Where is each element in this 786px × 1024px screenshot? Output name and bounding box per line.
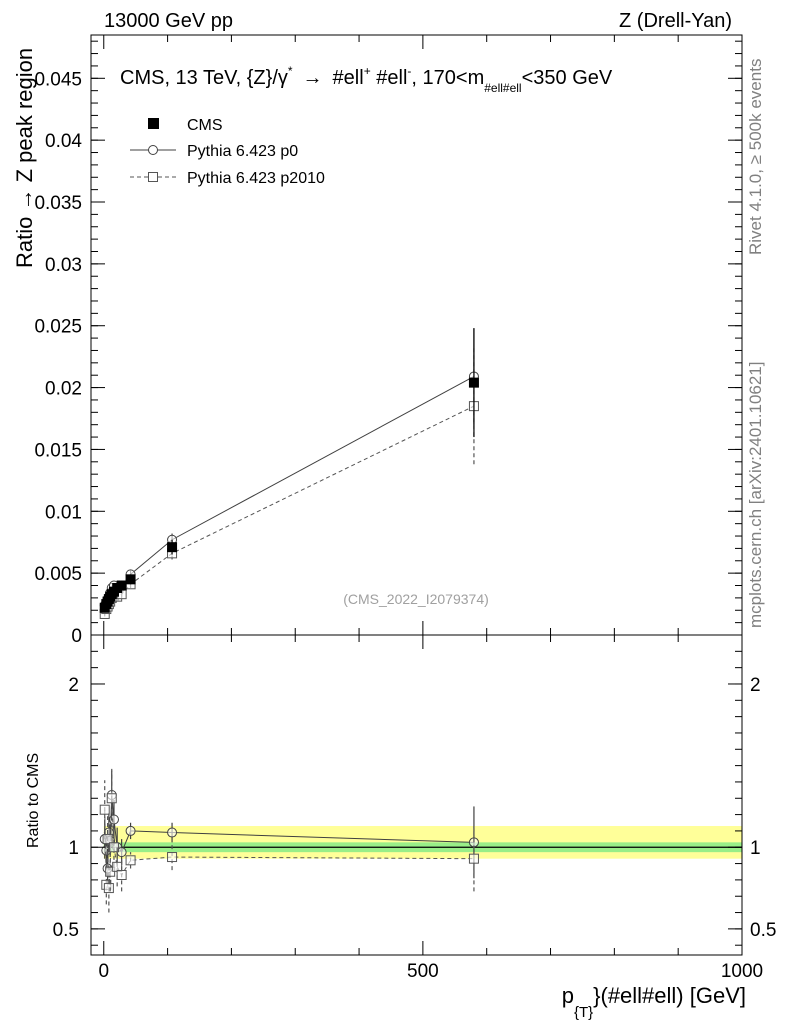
ratio-marks xyxy=(99,768,479,913)
y-axis-label: Ratio → Z peak region xyxy=(12,48,37,268)
header-right: Z (Drell-Yan) xyxy=(619,10,732,32)
series-p2010-line xyxy=(104,405,475,615)
rivet-label: Rivet 4.1.0, ≥ 500k events xyxy=(746,59,765,255)
ratio-frame xyxy=(90,634,743,956)
ratio-band xyxy=(103,826,742,859)
plot-title: CMS, 13 TeV, {Z}/γ* → #ell+ #ell-, 170<m#e… xyxy=(120,64,613,95)
ratio-p2010-point xyxy=(125,855,136,866)
main-plot: 0 0.005 0.01 0.015 0.02 0.025 0.03 0.035 0.04 0.0… xyxy=(34,34,743,647)
ratio-p0-point xyxy=(125,825,136,836)
legend-marker-p0 xyxy=(148,145,158,155)
header-left: 13000 GeV pp xyxy=(104,10,233,32)
series-cms-point xyxy=(116,580,127,591)
ratio-p2010-point xyxy=(99,804,110,815)
ratio-y-tick-label-right: 0.5 xyxy=(750,920,776,941)
x-tick-label: 0 xyxy=(98,961,109,982)
y-tick-label: 0.035 xyxy=(34,193,82,214)
ratio-ticks: 0.5 0.5 1 1 2 2 0 500 1000 xyxy=(53,635,776,982)
main-marks xyxy=(99,328,479,619)
ratio-p2010-point xyxy=(468,853,479,864)
y-tick-label: 0.025 xyxy=(34,317,82,338)
x-axis-label: p{T}}(#ell#ell) [GeV] xyxy=(562,983,746,1021)
series-p0-line xyxy=(104,376,475,606)
analysis-watermark: (CMS_2022_I2079374) xyxy=(343,591,489,607)
x-tick-label: 1000 xyxy=(721,961,763,982)
series-cms-point xyxy=(167,542,178,553)
ratio-p2010-point xyxy=(167,852,178,863)
ratio-y-tick-label: 0.5 xyxy=(53,920,79,941)
ratio-y-tick-label: 2 xyxy=(68,675,79,696)
y-tick-label: 0.015 xyxy=(34,440,82,461)
ratio-p2010-point xyxy=(116,870,127,880)
main-ticks: 0 0.005 0.01 0.015 0.02 0.025 0.03 0.035 0.04 0.0… xyxy=(34,35,743,647)
ratio-p2010-point xyxy=(102,834,113,845)
legend-label-p0: Pythia 6.423 p0 xyxy=(187,143,298,160)
ratio-p2010-point xyxy=(112,861,123,872)
ratio-p2010-point xyxy=(108,842,119,853)
y-tick-label: 0.02 xyxy=(45,379,82,400)
series-cms-point xyxy=(468,377,479,388)
legend-marker-p2010 xyxy=(148,172,158,182)
legend-label-cms: CMS xyxy=(187,117,223,134)
ratio-plot: 0.5 0.5 1 1 2 2 0 500 1000 xyxy=(53,634,776,982)
y-tick-label: 0.005 xyxy=(34,564,82,585)
y-tick-label: 0.045 xyxy=(34,69,82,90)
ratio-p2010-point xyxy=(106,793,117,804)
y-tick-label: 0.04 xyxy=(45,131,82,152)
ratio-y-tick-label-right: 2 xyxy=(750,675,761,696)
ratio-p0-point xyxy=(167,827,178,838)
series-cms-point xyxy=(125,574,136,585)
ratio-y-axis-label: Ratio to CMS xyxy=(25,753,42,848)
legend-label-p2010: Pythia 6.423 p2010 xyxy=(187,170,325,187)
legend: CMS Pythia 6.423 p0 Pythia 6.423 p2010 xyxy=(130,117,325,187)
x-tick-label: 500 xyxy=(407,961,439,982)
mcplots-label: mcplots.cern.ch [arXiv:2401.10621] xyxy=(746,362,765,628)
y-tick-label: 0.03 xyxy=(45,255,82,276)
ratio-y-tick-label-right: 1 xyxy=(750,838,761,859)
y-tick-label: 0.01 xyxy=(45,502,82,523)
y-tick-label: 0 xyxy=(71,626,82,647)
legend-marker-cms xyxy=(148,118,159,129)
ratio-y-tick-label: 1 xyxy=(68,838,79,859)
ratio-p2010-point xyxy=(103,883,114,894)
